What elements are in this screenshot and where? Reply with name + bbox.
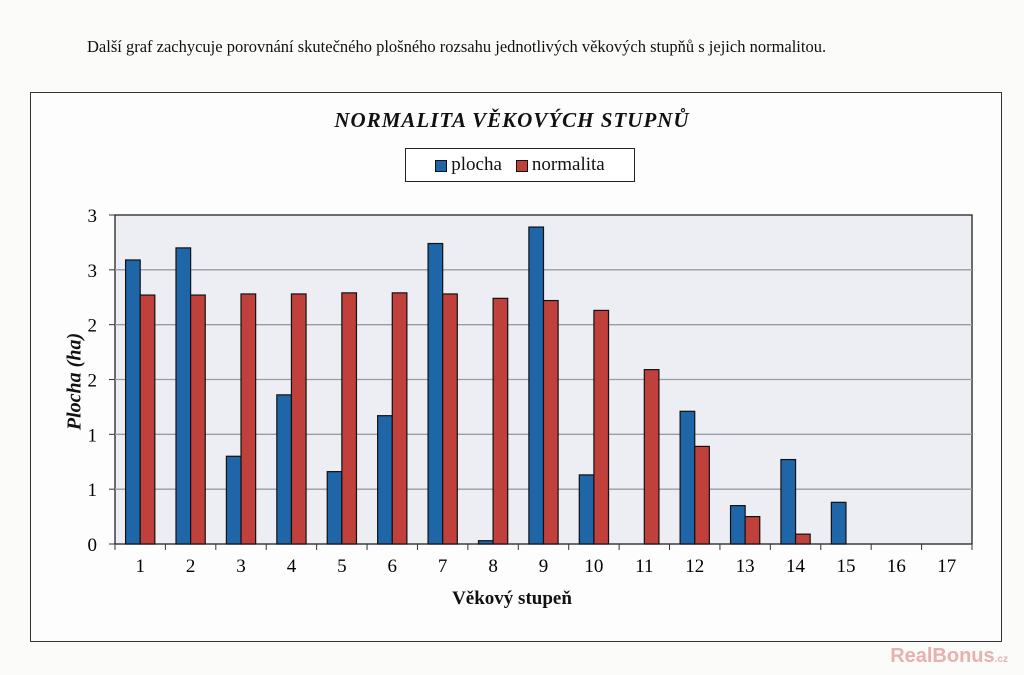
bar-normalita-9 <box>542 299 559 545</box>
bar-normalita-14 <box>794 533 811 545</box>
bar-normalita-8 <box>492 297 509 545</box>
x-tick-label: 7 <box>438 556 448 577</box>
x-tick-label: 1 <box>135 556 145 577</box>
legend-swatch-normalita <box>515 159 528 172</box>
x-tick-label: 6 <box>388 556 398 577</box>
bar-normalita-7 <box>442 293 458 545</box>
bar-plocha-13 <box>729 505 746 545</box>
watermark-tld: .cz <box>994 654 1008 665</box>
bar-normalita-3 <box>240 293 257 545</box>
bar-normalita-10 <box>593 309 610 545</box>
bar-plocha-7 <box>427 242 444 545</box>
chart-legend: plocha normalita <box>405 148 635 182</box>
intro-paragraph: Další graf zachycuje porovnání skutečnéh… <box>87 36 827 56</box>
legend-label-normalita: normalita <box>531 154 605 175</box>
x-tick-label: 2 <box>186 556 196 577</box>
x-tick-label: 8 <box>488 556 498 577</box>
y-tick-label: 3 <box>88 261 98 282</box>
y-tick-label: 2 <box>88 371 98 392</box>
bar-normalita-12 <box>694 445 710 545</box>
bar-plocha-2 <box>175 247 192 545</box>
bar-normalita-1 <box>139 294 156 545</box>
bar-plocha-3 <box>225 455 242 545</box>
bar-normalita-6 <box>391 292 408 545</box>
x-tick-label: 16 <box>887 556 906 577</box>
bar-normalita-11 <box>643 369 660 545</box>
y-tick-label: 3 <box>88 206 98 227</box>
bar-normalita-13 <box>744 515 761 545</box>
legend-item-normalita: normalita <box>515 154 605 176</box>
y-tick-label: 1 <box>88 425 98 446</box>
bar-plocha-15 <box>830 501 847 545</box>
x-tick-label: 4 <box>287 556 297 577</box>
bar-normalita-5 <box>341 292 358 545</box>
bar-plocha-5 <box>326 471 343 545</box>
bar-plocha-1 <box>124 259 141 545</box>
x-tick-label: 12 <box>685 556 704 577</box>
x-tick-label: 10 <box>584 556 603 577</box>
bar-plocha-8 <box>477 540 494 545</box>
y-tick-label: 0 <box>88 535 98 556</box>
bar-normalita-4 <box>290 293 307 545</box>
x-tick-label: 3 <box>236 556 246 577</box>
x-tick-label: 13 <box>736 556 755 577</box>
legend-item-plocha: plocha <box>435 154 502 176</box>
chart-title: NORMALITA VĚKOVÝCH STUPNŮ <box>334 108 690 132</box>
legend-swatch-plocha <box>435 159 448 172</box>
bar-plocha-9 <box>528 226 545 545</box>
legend-label-plocha: plocha <box>451 154 502 175</box>
x-tick-label: 15 <box>836 556 855 577</box>
x-tick-label: 17 <box>937 556 956 577</box>
x-tick-label: 5 <box>337 556 347 577</box>
x-tick-label: 9 <box>539 556 549 577</box>
bar-plocha-4 <box>276 394 293 545</box>
watermark-logo: RealBonus.cz <box>890 645 1008 668</box>
y-tick-label: 1 <box>88 480 98 501</box>
watermark-brand: RealBonus <box>890 645 995 667</box>
x-axis-title: Věkový stupeň <box>452 588 572 609</box>
y-tick-label: 2 <box>88 316 98 337</box>
bar-plocha-12 <box>679 410 696 545</box>
x-tick-label: 14 <box>786 556 806 577</box>
bar-plocha-6 <box>377 415 393 545</box>
bar-plocha-10 <box>578 474 595 545</box>
bar-normalita-2 <box>190 294 206 545</box>
x-tick-label: 11 <box>635 556 653 577</box>
bar-plocha-14 <box>780 458 797 545</box>
